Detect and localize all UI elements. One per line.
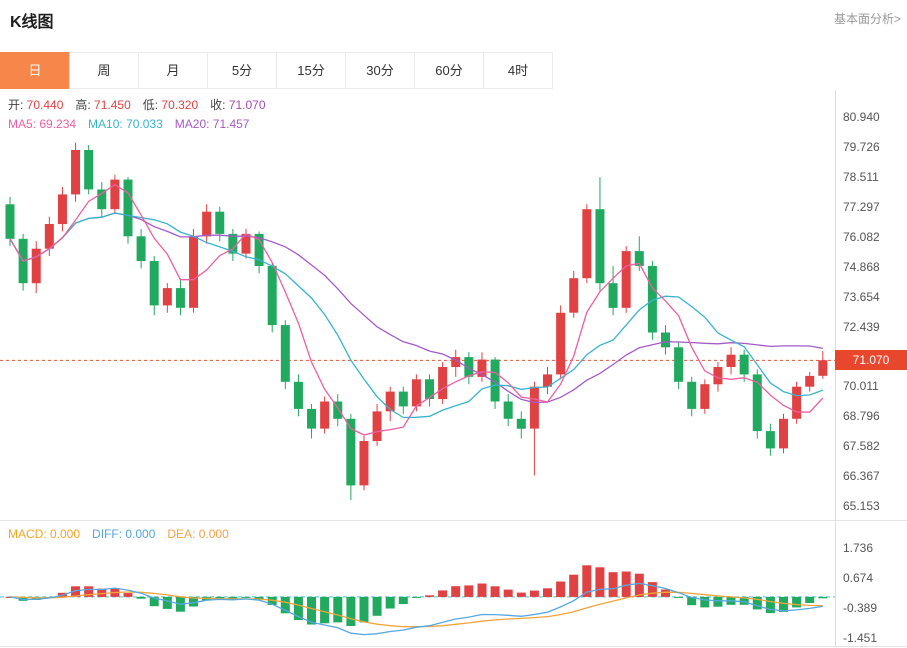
price-axis-label: 67.582 xyxy=(843,439,880,454)
price-axis-label: 65.153 xyxy=(843,499,880,514)
ma-legend: MA5: 69.234 MA10: 70.033 MA20: 71.457 xyxy=(8,117,261,131)
candlestick-chart[interactable] xyxy=(0,90,835,520)
legend-item: MA10: 70.033 xyxy=(88,117,163,131)
price-axis-label: 76.082 xyxy=(843,229,880,244)
bottom-border xyxy=(0,646,907,647)
price-axis-label: 66.367 xyxy=(843,469,880,484)
tab-月[interactable]: 月 xyxy=(138,52,208,89)
legend-item: MA20: 71.457 xyxy=(174,117,250,131)
legend-item: 收: 71.070 xyxy=(210,98,266,112)
page-title: K线图 xyxy=(10,14,54,31)
macd-axis-label: -0.389 xyxy=(843,600,878,615)
ohlc-legend: 开: 70.440 高: 71.450 低: 70.320 收: 71.070 xyxy=(8,96,278,113)
price-axis-label: 77.297 xyxy=(843,199,880,214)
legend-item: 高: 71.450 xyxy=(75,98,131,112)
panel-divider xyxy=(0,520,907,521)
price-axis-label: 74.868 xyxy=(843,259,880,274)
tab-周[interactable]: 周 xyxy=(69,52,139,89)
price-axis-label: 70.011 xyxy=(843,379,879,394)
tab-30分[interactable]: 30分 xyxy=(345,52,415,89)
price-axis-label: 80.940 xyxy=(843,110,880,124)
macd-axis-label: 0.674 xyxy=(843,570,874,585)
fundamental-analysis-link[interactable]: 基本面分析> xyxy=(833,12,901,26)
tab-日[interactable]: 日 xyxy=(0,52,70,89)
macd-axis-label: -1.451 xyxy=(843,630,878,645)
price-axis-label: 79.726 xyxy=(843,139,880,154)
price-axis-label: 68.796 xyxy=(843,409,880,424)
tab-4时[interactable]: 4时 xyxy=(483,52,553,89)
interval-tabs: 日周月 5分 15分 30分 60分 4时 xyxy=(0,52,553,89)
price-axis-label: 73.654 xyxy=(843,289,880,304)
price-axis-label: 72.439 xyxy=(843,319,880,334)
current-price-badge: 71.070 xyxy=(835,350,907,371)
macd-axis: 1.736 0.674 -0.389 -1.451 xyxy=(835,521,907,647)
legend-item: 开: 70.440 xyxy=(8,98,64,112)
price-axis-label: 78.511 xyxy=(843,169,879,184)
legend-item: MACD: 0.000 xyxy=(8,527,81,541)
macd-legend: MACD: 0.000 DIFF: 0.000 DEA: 0.000 xyxy=(8,527,241,541)
macd-chart[interactable] xyxy=(0,521,835,646)
tab-60分[interactable]: 60分 xyxy=(414,52,484,89)
legend-item: DEA: 0.000 xyxy=(167,527,229,541)
macd-axis-label: 1.736 xyxy=(843,541,874,555)
legend-item: 低: 70.320 xyxy=(142,98,199,112)
tab-5分[interactable]: 5分 xyxy=(207,52,277,89)
legend-item: MA5: 69.234 xyxy=(8,117,77,131)
legend-item: DIFF: 0.000 xyxy=(92,527,156,541)
tab-15分[interactable]: 15分 xyxy=(276,52,346,89)
price-axis: 80.940 79.726 78.511 77.297 76.082 74.868 73.6… xyxy=(835,90,907,520)
